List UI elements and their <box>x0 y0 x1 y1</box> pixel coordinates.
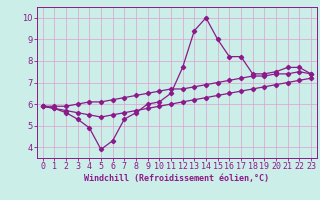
X-axis label: Windchill (Refroidissement éolien,°C): Windchill (Refroidissement éolien,°C) <box>84 174 269 183</box>
